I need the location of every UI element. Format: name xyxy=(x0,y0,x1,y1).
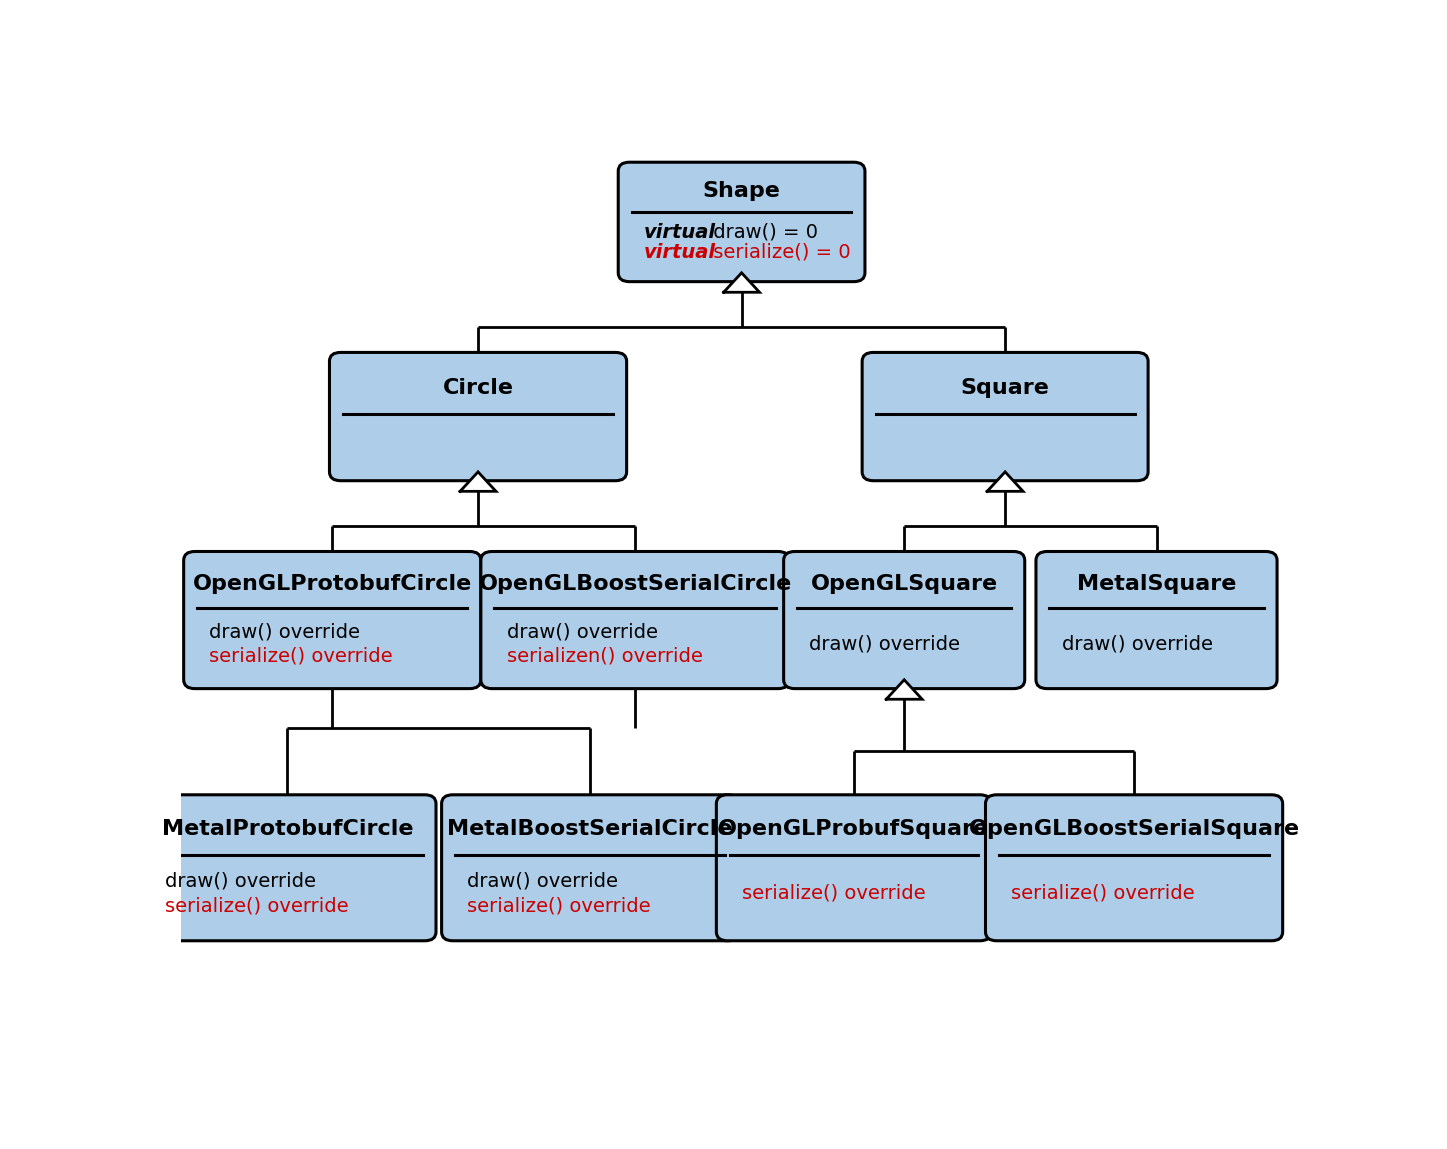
Text: draw() override: draw() override xyxy=(1062,634,1213,654)
FancyBboxPatch shape xyxy=(716,795,991,941)
Polygon shape xyxy=(724,272,760,292)
Text: Square: Square xyxy=(961,378,1049,398)
Text: serialize() override: serialize() override xyxy=(467,896,651,916)
Text: draw() override: draw() override xyxy=(467,871,618,890)
Text: draw() override: draw() override xyxy=(809,634,961,654)
Text: virtual: virtual xyxy=(644,242,716,262)
Text: MetalSquare: MetalSquare xyxy=(1077,574,1236,594)
Text: MetalProtobufCircle: MetalProtobufCircle xyxy=(162,819,414,839)
Text: serialize() override: serialize() override xyxy=(210,647,394,665)
FancyBboxPatch shape xyxy=(985,795,1282,941)
FancyBboxPatch shape xyxy=(330,353,627,480)
Polygon shape xyxy=(460,472,496,492)
Text: OpenGLProbufSquare: OpenGLProbufSquare xyxy=(718,819,990,839)
FancyBboxPatch shape xyxy=(618,162,865,282)
FancyBboxPatch shape xyxy=(784,552,1024,688)
Text: OpenGLBoostSerialSquare: OpenGLBoostSerialSquare xyxy=(968,819,1299,839)
Text: serialize() override: serialize() override xyxy=(742,884,926,903)
Text: OpenGLBoostSerialCircle: OpenGLBoostSerialCircle xyxy=(479,574,792,594)
Polygon shape xyxy=(886,680,922,700)
Text: draw() override: draw() override xyxy=(506,623,657,641)
Text: virtual: virtual xyxy=(644,223,716,241)
Text: serialize() = 0: serialize() = 0 xyxy=(706,242,851,262)
Text: OpenGLProtobufCircle: OpenGLProtobufCircle xyxy=(192,574,472,594)
FancyBboxPatch shape xyxy=(139,795,436,941)
FancyBboxPatch shape xyxy=(862,353,1147,480)
Text: Circle: Circle xyxy=(443,378,514,398)
Text: OpenGLSquare: OpenGLSquare xyxy=(810,574,998,594)
Text: serialize() override: serialize() override xyxy=(165,896,349,916)
FancyBboxPatch shape xyxy=(184,552,480,688)
Text: Shape: Shape xyxy=(703,182,780,201)
FancyBboxPatch shape xyxy=(1036,552,1278,688)
Text: serializen() override: serializen() override xyxy=(506,647,703,665)
Polygon shape xyxy=(987,472,1023,492)
FancyBboxPatch shape xyxy=(480,552,789,688)
Text: draw() = 0: draw() = 0 xyxy=(706,223,818,241)
Text: draw() override: draw() override xyxy=(210,623,360,641)
Text: serialize() override: serialize() override xyxy=(1011,884,1195,903)
FancyBboxPatch shape xyxy=(441,795,739,941)
Text: draw() override: draw() override xyxy=(165,871,315,890)
Text: MetalBoostSerialCircle: MetalBoostSerialCircle xyxy=(447,819,734,839)
